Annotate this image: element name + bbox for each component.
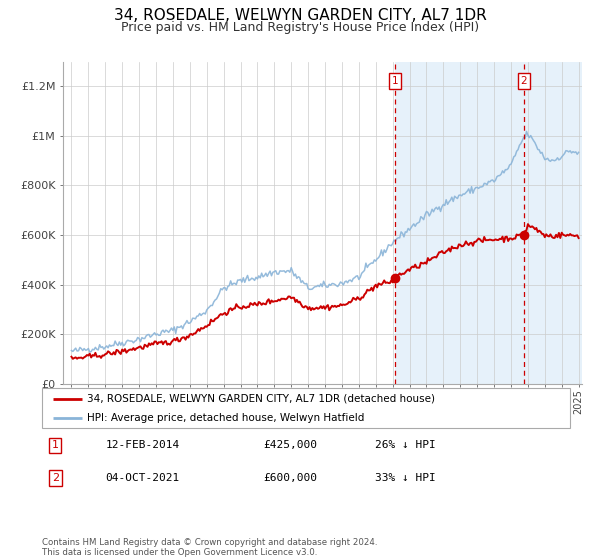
Text: 12-FEB-2014: 12-FEB-2014: [106, 440, 179, 450]
Text: £600,000: £600,000: [264, 473, 318, 483]
Text: 26% ↓ HPI: 26% ↓ HPI: [374, 440, 436, 450]
FancyBboxPatch shape: [42, 388, 570, 428]
Text: 34, ROSEDALE, WELWYN GARDEN CITY, AL7 1DR: 34, ROSEDALE, WELWYN GARDEN CITY, AL7 1D…: [113, 8, 487, 24]
Text: Price paid vs. HM Land Registry's House Price Index (HPI): Price paid vs. HM Land Registry's House …: [121, 21, 479, 34]
Text: 34, ROSEDALE, WELWYN GARDEN CITY, AL7 1DR (detached house): 34, ROSEDALE, WELWYN GARDEN CITY, AL7 1D…: [87, 394, 435, 404]
Text: £425,000: £425,000: [264, 440, 318, 450]
Text: 1: 1: [52, 440, 59, 450]
Text: 1: 1: [391, 76, 398, 86]
Text: 2: 2: [520, 76, 527, 86]
Text: HPI: Average price, detached house, Welwyn Hatfield: HPI: Average price, detached house, Welw…: [87, 413, 364, 422]
Text: 33% ↓ HPI: 33% ↓ HPI: [374, 473, 436, 483]
Text: Contains HM Land Registry data © Crown copyright and database right 2024.
This d: Contains HM Land Registry data © Crown c…: [42, 538, 377, 557]
Text: 04-OCT-2021: 04-OCT-2021: [106, 473, 179, 483]
Bar: [395, 62, 587, 384]
Text: 2: 2: [52, 473, 59, 483]
